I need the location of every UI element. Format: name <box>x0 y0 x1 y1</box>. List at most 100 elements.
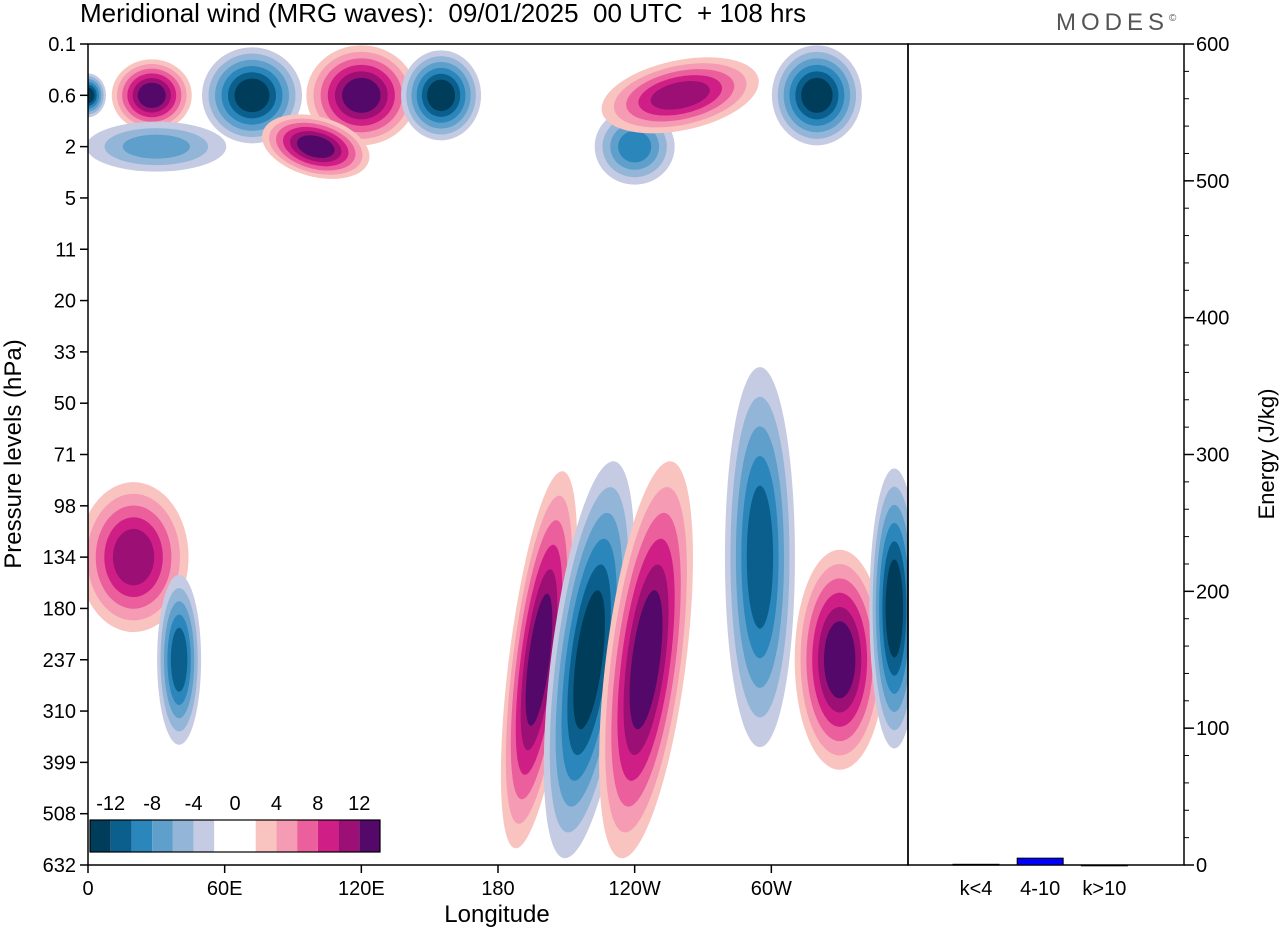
colorbar-label: 8 <box>312 793 323 815</box>
positive-wind-feature <box>111 59 192 132</box>
negative-wind-feature <box>771 45 862 146</box>
colorbar-swatch <box>276 820 298 852</box>
contour-band <box>650 81 710 110</box>
colorbar-swatch <box>214 820 235 852</box>
pressure-axis: 0.1 0.6 2 5 11 20 33 50 71 98 134 180 237 310 399 508 63… <box>43 34 88 877</box>
energy-tick-label: 300 <box>1196 445 1229 467</box>
contour-band <box>573 590 605 730</box>
positive-wind-feature <box>262 114 370 179</box>
colorbar-swatch <box>110 820 132 852</box>
colorbar-swatch <box>172 820 194 852</box>
x-tick-label: 0 <box>82 878 93 900</box>
energy-axis: 0 100 200 300 400 500 600 <box>1184 34 1229 877</box>
longitude-axis: 0 60E 120E 180 120W 60W <box>82 865 792 900</box>
energy-tick-label: 0 <box>1196 855 1207 877</box>
energy-bar <box>1080 864 1128 867</box>
contour-band <box>823 621 856 699</box>
y-tick-label: 237 <box>43 650 76 672</box>
negative-wind-feature <box>157 574 202 745</box>
negative-wind-feature <box>88 73 106 118</box>
y-tick-label: 632 <box>43 855 76 877</box>
contour-band <box>137 82 166 108</box>
contour-band <box>342 77 381 113</box>
colorbar-label: -12 <box>96 793 125 815</box>
colorbar-swatch <box>338 820 360 852</box>
contour-band <box>618 130 652 163</box>
colorbar-swatch <box>193 820 215 852</box>
positive-wind-feature <box>500 471 578 849</box>
positive-wind-feature <box>601 57 759 134</box>
y-tick-label: 98 <box>54 496 76 518</box>
colorbar-swatch <box>152 820 173 852</box>
contour-band <box>296 135 335 158</box>
colorbar-label: 4 <box>271 793 282 815</box>
contour-band <box>629 590 663 730</box>
y-axis-title: Pressure levels (hPa) <box>0 339 27 568</box>
colorbar-swatch <box>317 820 339 852</box>
colorbar-swatch <box>297 820 318 852</box>
energy-axis-title: Energy (J/kg) <box>1254 389 1279 520</box>
positive-wind-feature <box>599 461 693 859</box>
energy-category-label: k<4 <box>960 878 993 900</box>
x-tick-label: 60E <box>207 878 243 900</box>
colorbar-frame <box>89 819 381 853</box>
y-tick-label: 310 <box>43 701 76 723</box>
y-tick-label: 20 <box>54 291 76 313</box>
colorbar-swatch <box>235 820 256 852</box>
contour-band <box>170 627 188 692</box>
energy-tick-label: 200 <box>1196 581 1229 603</box>
y-tick-label: 180 <box>43 598 76 620</box>
negative-wind-feature <box>88 121 227 172</box>
brand-mark: © <box>1169 13 1177 24</box>
colorbar-label: -4 <box>185 793 203 815</box>
y-tick-label: 399 <box>43 752 76 774</box>
y-tick-label: 11 <box>55 239 76 261</box>
y-tick-label: 71 <box>54 445 76 467</box>
negative-wind-feature <box>594 108 675 185</box>
y-tick-label: 0.1 <box>48 34 76 56</box>
negative-wind-feature <box>869 468 908 749</box>
chart-title: Meridional wind (MRG waves): 09/01/2025 … <box>80 0 807 28</box>
contour-band <box>885 559 904 658</box>
modes-logo: MODES© <box>1056 9 1176 37</box>
energy-panel-frame <box>907 43 1185 866</box>
contour-band <box>88 87 95 104</box>
y-tick-label: 50 <box>54 393 76 415</box>
energy-bars: k<4 4-10 k>10 <box>952 857 1128 900</box>
positive-wind-feature <box>306 45 417 146</box>
contour-band <box>746 485 774 629</box>
contour-field <box>88 45 908 859</box>
contour-band <box>427 79 456 112</box>
energy-tick-label: 600 <box>1196 34 1229 56</box>
colorbar-swatch <box>359 820 380 852</box>
contour-band <box>112 528 155 586</box>
negative-wind-feature <box>543 461 635 859</box>
y-tick-label: 5 <box>65 188 76 210</box>
contour-band <box>801 77 833 113</box>
positive-wind-feature <box>88 482 189 633</box>
colorbar-swatch <box>255 820 277 852</box>
negative-wind-feature <box>401 50 482 141</box>
contour-band <box>122 134 190 159</box>
energy-tick-label: 400 <box>1196 308 1229 330</box>
x-tick-label: 60W <box>751 878 792 900</box>
y-tick-label: 33 <box>54 342 76 364</box>
energy-bar <box>1016 857 1064 866</box>
x-tick-label: 180 <box>481 878 514 900</box>
energy-category-label: 4-10 <box>1020 878 1060 900</box>
positive-wind-feature <box>794 549 885 770</box>
energy-bar <box>952 863 1000 866</box>
y-tick-label: 2 <box>65 137 76 159</box>
negative-wind-feature <box>724 367 795 748</box>
y-tick-label: 134 <box>43 547 76 569</box>
energy-tick-label: 100 <box>1196 718 1229 740</box>
brand-text: MODES <box>1056 9 1170 36</box>
colorbar-label: 12 <box>348 793 370 815</box>
x-tick-label: 120W <box>609 878 661 900</box>
x-axis-title: Longitude <box>444 901 549 928</box>
x-tick-label: 120E <box>338 878 385 900</box>
contour-band <box>234 78 270 113</box>
colorbar-label: 0 <box>229 793 240 815</box>
colorbar-swatch <box>131 820 153 852</box>
